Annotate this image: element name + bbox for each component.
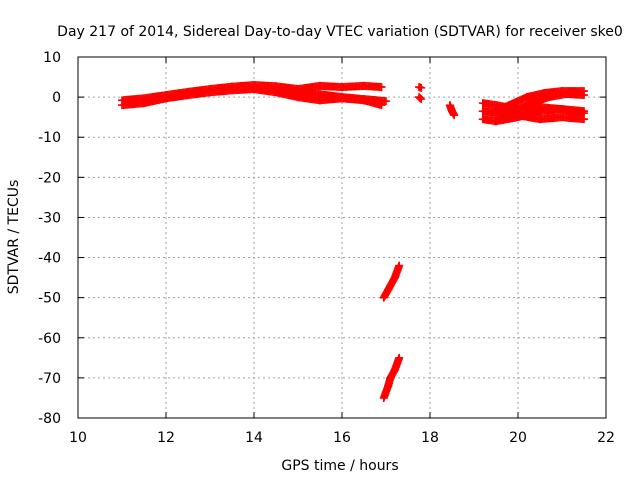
x-axis-label: GPS time / hours — [281, 458, 398, 474]
y-tick-label: -40 — [38, 251, 61, 267]
y-tick-label: -10 — [38, 130, 61, 146]
y-tick-label: -70 — [38, 371, 61, 387]
data-point — [580, 91, 588, 100]
data-point — [450, 111, 459, 120]
x-tick-labels: 10 12 14 16 18 20 22 — [69, 430, 615, 446]
tick-marks — [77, 56, 607, 419]
data-point — [580, 107, 588, 116]
chart-title: Day 217 of 2014, Sidereal Day-to-day VTE… — [57, 24, 623, 40]
x-tick-label: 20 — [509, 430, 527, 446]
y-tick-label: -20 — [38, 170, 61, 186]
x-tick-label: 14 — [245, 430, 263, 446]
y-tick-label: -50 — [38, 291, 61, 307]
y-tick-label: -80 — [38, 411, 61, 427]
data-point — [417, 95, 426, 104]
data-point — [382, 97, 390, 106]
data-point — [377, 83, 386, 92]
data-points — [118, 81, 588, 402]
x-tick-label: 12 — [157, 430, 175, 446]
data-point — [416, 94, 425, 103]
data-point — [395, 353, 404, 362]
y-tick-label: 10 — [43, 50, 61, 66]
y-tick-label: -60 — [38, 331, 61, 347]
x-tick-label: 22 — [597, 430, 615, 446]
y-tick-label: -30 — [38, 210, 61, 226]
y-tick-labels: 10 0 -10 -20 -30 -40 -50 -60 -70 -80 — [38, 50, 61, 427]
x-tick-label: 16 — [333, 430, 351, 446]
x-tick-label: 10 — [69, 430, 87, 446]
data-point — [417, 83, 426, 92]
data-point — [395, 261, 404, 270]
y-axis-label: SDTVAR / TECUs — [6, 180, 22, 295]
x-tick-label: 18 — [421, 430, 439, 446]
y-tick-label: 0 — [52, 90, 61, 106]
